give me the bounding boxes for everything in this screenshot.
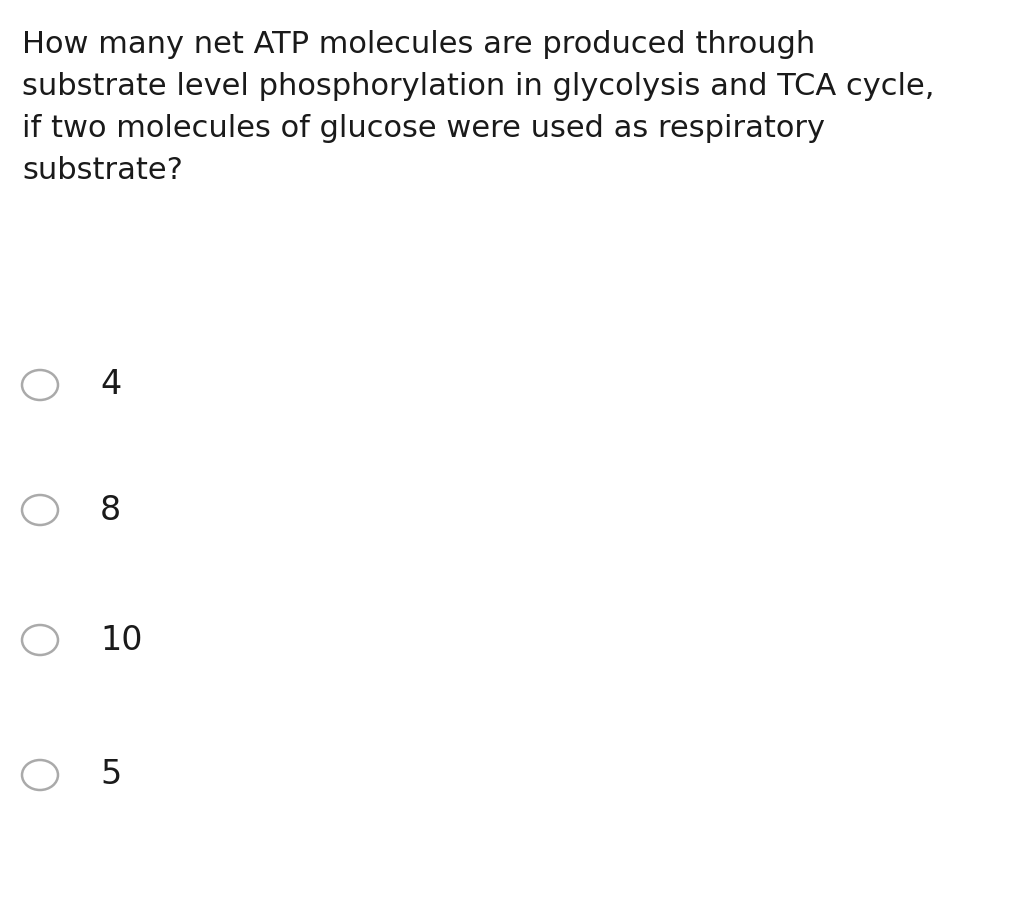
Text: substrate?: substrate? [22,156,183,185]
Ellipse shape [22,625,58,655]
Text: 4: 4 [100,368,121,401]
Text: substrate level phosphorylation in glycolysis and TCA cycle,: substrate level phosphorylation in glyco… [22,72,935,101]
Ellipse shape [22,370,58,400]
Text: if two molecules of glucose were used as respiratory: if two molecules of glucose were used as… [22,114,825,143]
Ellipse shape [22,760,58,790]
Text: 5: 5 [100,758,121,791]
Text: How many net ATP molecules are produced through: How many net ATP molecules are produced … [22,30,815,59]
Text: 10: 10 [100,623,142,656]
Ellipse shape [22,495,58,525]
Text: 8: 8 [100,494,121,527]
